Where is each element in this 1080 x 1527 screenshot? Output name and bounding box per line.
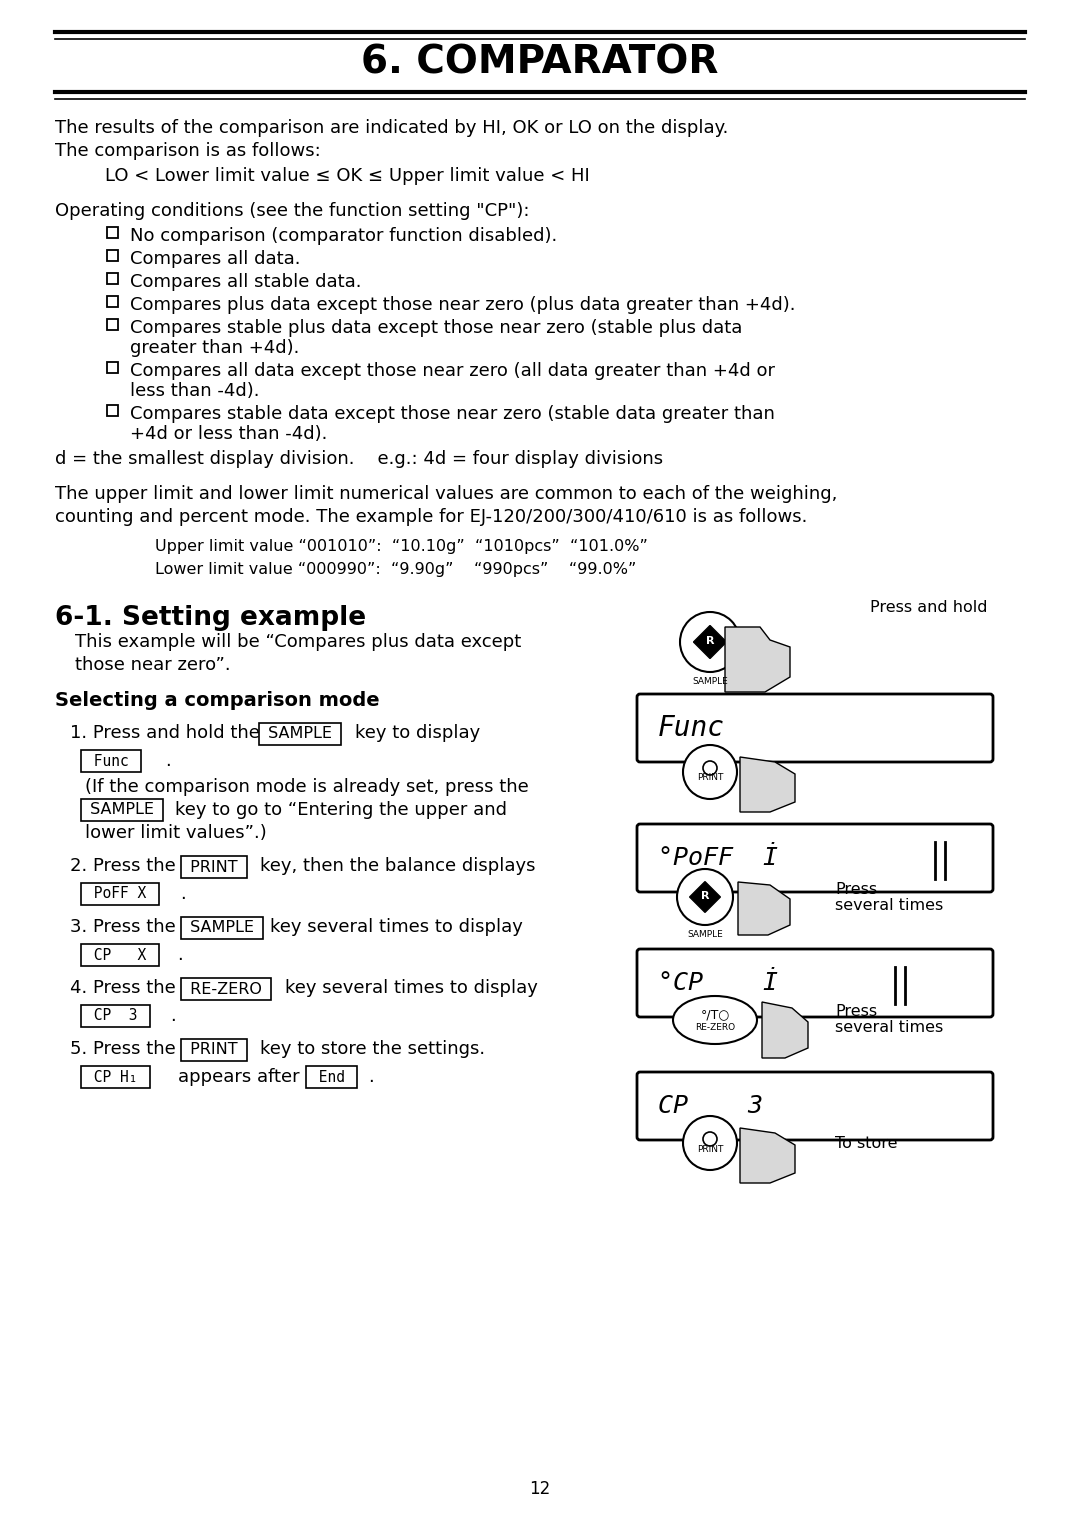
FancyBboxPatch shape xyxy=(637,693,993,762)
Text: key several times to display: key several times to display xyxy=(270,918,523,936)
Ellipse shape xyxy=(673,996,757,1044)
Text: +4d or less than -4d).: +4d or less than -4d). xyxy=(130,425,327,443)
Text: .: . xyxy=(165,751,171,770)
FancyBboxPatch shape xyxy=(107,226,118,238)
Text: Compares all stable data.: Compares all stable data. xyxy=(130,273,362,292)
Text: The comparison is as follows:: The comparison is as follows: xyxy=(55,142,321,160)
Text: .: . xyxy=(177,947,183,964)
Text: The results of the comparison are indicated by HI, OK or LO on the display.: The results of the comparison are indica… xyxy=(55,119,728,137)
Text: key several times to display: key several times to display xyxy=(285,979,538,997)
Text: Operating conditions (see the function setting "СP"):: Operating conditions (see the function s… xyxy=(55,202,529,220)
Polygon shape xyxy=(738,883,789,935)
Text: greater than +4d).: greater than +4d). xyxy=(130,339,299,357)
Polygon shape xyxy=(690,881,720,913)
Text: °PoFF  İ: °PoFF İ xyxy=(658,846,778,870)
FancyBboxPatch shape xyxy=(107,405,118,415)
Text: PRINT: PRINT xyxy=(185,1043,243,1058)
Circle shape xyxy=(677,869,733,925)
Text: .: . xyxy=(180,886,186,902)
FancyBboxPatch shape xyxy=(637,1072,993,1141)
Polygon shape xyxy=(725,628,789,692)
Circle shape xyxy=(683,1116,737,1170)
FancyBboxPatch shape xyxy=(107,272,118,284)
Text: lower limit values”.): lower limit values”.) xyxy=(85,825,267,841)
Circle shape xyxy=(683,745,737,799)
Text: SAMPLE: SAMPLE xyxy=(692,676,728,686)
Text: Compares stable plus data except those near zero (stable plus data: Compares stable plus data except those n… xyxy=(130,319,742,337)
Text: PoFF X: PoFF X xyxy=(85,887,156,901)
Text: .: . xyxy=(368,1067,374,1086)
Text: Lower limit value “000990”:  “9.90g”    “990pcs”    “99.0%”: Lower limit value “000990”: “9.90g” “990… xyxy=(156,562,636,577)
Text: SAMPLE: SAMPLE xyxy=(185,921,259,936)
Text: (If the comparison mode is already set, press the: (If the comparison mode is already set, … xyxy=(85,777,529,796)
Text: Compares all data except those near zero (all data greater than +4d or: Compares all data except those near zero… xyxy=(130,362,775,380)
Text: Compares plus data except those near zero (plus data greater than +4d).: Compares plus data except those near zer… xyxy=(130,296,796,315)
Text: 5. Press the: 5. Press the xyxy=(70,1040,176,1058)
Text: less than -4d).: less than -4d). xyxy=(130,382,259,400)
Text: Upper limit value “001010”:  “10.10g”  “1010pcs”  “101.0%”: Upper limit value “001010”: “10.10g” “10… xyxy=(156,539,648,554)
Text: R: R xyxy=(701,890,710,901)
Text: To store: To store xyxy=(835,1136,897,1150)
Text: PRINT: PRINT xyxy=(697,1145,724,1153)
Text: d = the smallest display division.    e.g.: 4d = four display divisions: d = the smallest display division. e.g.:… xyxy=(55,450,663,467)
Text: Press: Press xyxy=(835,881,877,896)
Polygon shape xyxy=(693,626,727,658)
Text: End: End xyxy=(310,1069,354,1084)
FancyBboxPatch shape xyxy=(637,948,993,1017)
Circle shape xyxy=(703,1132,717,1145)
Text: Func: Func xyxy=(85,753,137,768)
Text: Compares all data.: Compares all data. xyxy=(130,250,300,269)
Text: several times: several times xyxy=(835,898,943,913)
Text: 12: 12 xyxy=(529,1480,551,1498)
FancyBboxPatch shape xyxy=(107,319,118,330)
Text: key to store the settings.: key to store the settings. xyxy=(260,1040,485,1058)
Text: RE-ZERO: RE-ZERO xyxy=(694,1023,735,1032)
Text: R: R xyxy=(705,637,714,646)
Text: CP  3: CP 3 xyxy=(85,1008,146,1023)
Text: Compares stable data except those near zero (stable data greater than: Compares stable data except those near z… xyxy=(130,405,774,423)
Text: CP   X: CP X xyxy=(85,947,156,962)
Text: This example will be “Compares plus data except: This example will be “Compares plus data… xyxy=(75,634,522,651)
Text: 4. Press the: 4. Press the xyxy=(70,979,176,997)
Polygon shape xyxy=(740,1128,795,1183)
Text: several times: several times xyxy=(835,1020,943,1035)
Text: key to display: key to display xyxy=(355,724,481,742)
Text: counting and percent mode. The example for EJ-120/200/300/410/610 is as follows.: counting and percent mode. The example f… xyxy=(55,508,808,525)
Text: °CP    İ: °CP İ xyxy=(658,971,778,996)
Text: 6-1. Setting example: 6-1. Setting example xyxy=(55,605,366,631)
Text: Selecting a comparison mode: Selecting a comparison mode xyxy=(55,692,380,710)
Text: PRINT: PRINT xyxy=(697,774,724,782)
Polygon shape xyxy=(762,1002,808,1058)
Text: key, then the balance displays: key, then the balance displays xyxy=(260,857,536,875)
Text: those near zero”.: those near zero”. xyxy=(75,657,231,673)
Text: No comparison (comparator function disabled).: No comparison (comparator function disab… xyxy=(130,228,557,244)
Text: SAMPLE: SAMPLE xyxy=(264,727,337,742)
Text: 1. Press and hold the: 1. Press and hold the xyxy=(70,724,260,742)
Text: Press: Press xyxy=(835,1005,877,1020)
Polygon shape xyxy=(740,757,795,812)
Circle shape xyxy=(680,612,740,672)
Text: 2. Press the: 2. Press the xyxy=(70,857,176,875)
Text: 6. COMPARATOR: 6. COMPARATOR xyxy=(362,43,718,81)
Text: .: . xyxy=(170,1006,176,1025)
Text: PRINT: PRINT xyxy=(185,860,243,875)
Text: appears after: appears after xyxy=(178,1067,299,1086)
Text: SAMPLE: SAMPLE xyxy=(687,930,723,939)
Text: 3. Press the: 3. Press the xyxy=(70,918,176,936)
FancyBboxPatch shape xyxy=(637,825,993,892)
Text: Func: Func xyxy=(658,715,725,742)
FancyBboxPatch shape xyxy=(107,296,118,307)
Text: The upper limit and lower limit numerical values are common to each of the weigh: The upper limit and lower limit numerica… xyxy=(55,486,837,502)
Text: RE-ZERO: RE-ZERO xyxy=(185,982,267,997)
Text: CP    3: CP 3 xyxy=(658,1093,762,1118)
Text: Press and hold: Press and hold xyxy=(870,600,987,615)
Circle shape xyxy=(703,760,717,776)
FancyBboxPatch shape xyxy=(107,249,118,261)
FancyBboxPatch shape xyxy=(107,362,118,373)
Text: CP H₁: CP H₁ xyxy=(85,1069,146,1084)
Text: SAMPLE: SAMPLE xyxy=(85,803,159,817)
Text: °/T○: °/T○ xyxy=(700,1008,730,1022)
Text: key to go to “Entering the upper and: key to go to “Entering the upper and xyxy=(175,802,507,818)
Text: LO < Lower limit value ≤ OK ≤ Upper limit value < HI: LO < Lower limit value ≤ OK ≤ Upper limi… xyxy=(105,166,590,185)
